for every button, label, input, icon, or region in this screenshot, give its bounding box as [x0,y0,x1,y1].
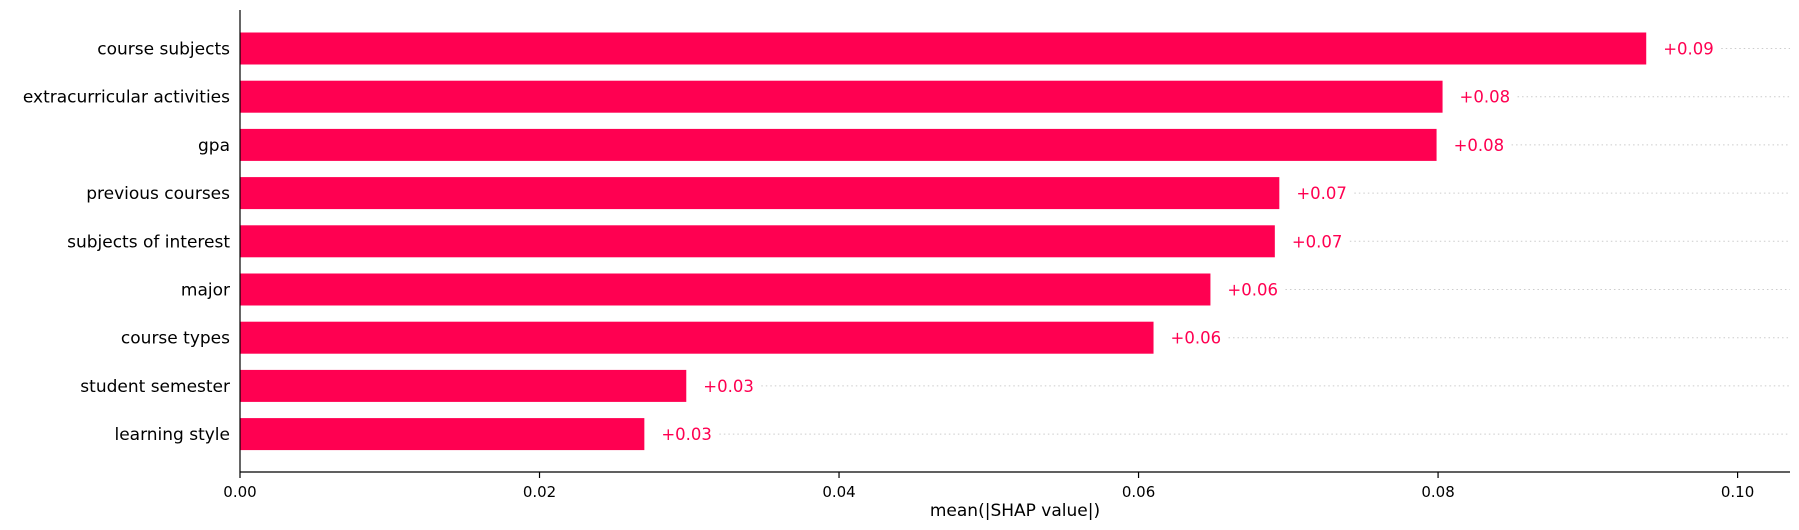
value-label: +0.06 [1171,329,1222,348]
bar [240,128,1437,161]
value-label: +0.09 [1663,40,1714,59]
value-label: +0.08 [1460,88,1511,107]
x-tick-label: 0.04 [822,483,855,501]
value-label: +0.03 [703,377,754,396]
x-tick-label: 0.06 [1122,483,1155,501]
x-axis-ticks: 0.00 0.02 0.04 0.06 0.08 0.10 [223,472,1754,501]
x-tick-label: 0.08 [1421,483,1454,501]
bar [240,369,687,402]
x-tick-label: 0.02 [523,483,556,501]
category-label: subjects of interest [67,232,230,252]
bar [240,321,1154,354]
category-label: learning style [114,425,230,445]
value-label: +0.07 [1296,184,1347,203]
category-labels: course subjects extracurricular activitie… [23,40,230,446]
value-labels: +0.09 +0.08 +0.08 +0.07 +0.07 +0.06 +0.06 +0.03… [661,40,1713,445]
bar [240,225,1275,258]
category-label: course types [121,329,230,349]
bar [240,32,1647,65]
x-tick-label: 0.10 [1721,483,1754,501]
category-label: gpa [198,136,230,156]
bar [240,80,1443,113]
category-label: major [181,281,230,301]
row-guide-lines [719,48,1790,435]
bar [240,177,1280,210]
bar [240,418,645,451]
category-label: student semester [80,377,230,397]
value-label: +0.07 [1292,232,1343,251]
x-axis-title: mean(|SHAP value|) [930,501,1100,521]
category-label: course subjects [97,40,230,60]
category-label: extracurricular activities [23,88,230,108]
x-tick-label: 0.00 [223,483,256,501]
value-label: +0.06 [1227,281,1278,300]
value-label: +0.08 [1454,136,1505,155]
bars [240,32,1647,451]
bar [240,273,1211,306]
category-label: previous courses [86,184,230,204]
value-label: +0.03 [661,425,712,444]
